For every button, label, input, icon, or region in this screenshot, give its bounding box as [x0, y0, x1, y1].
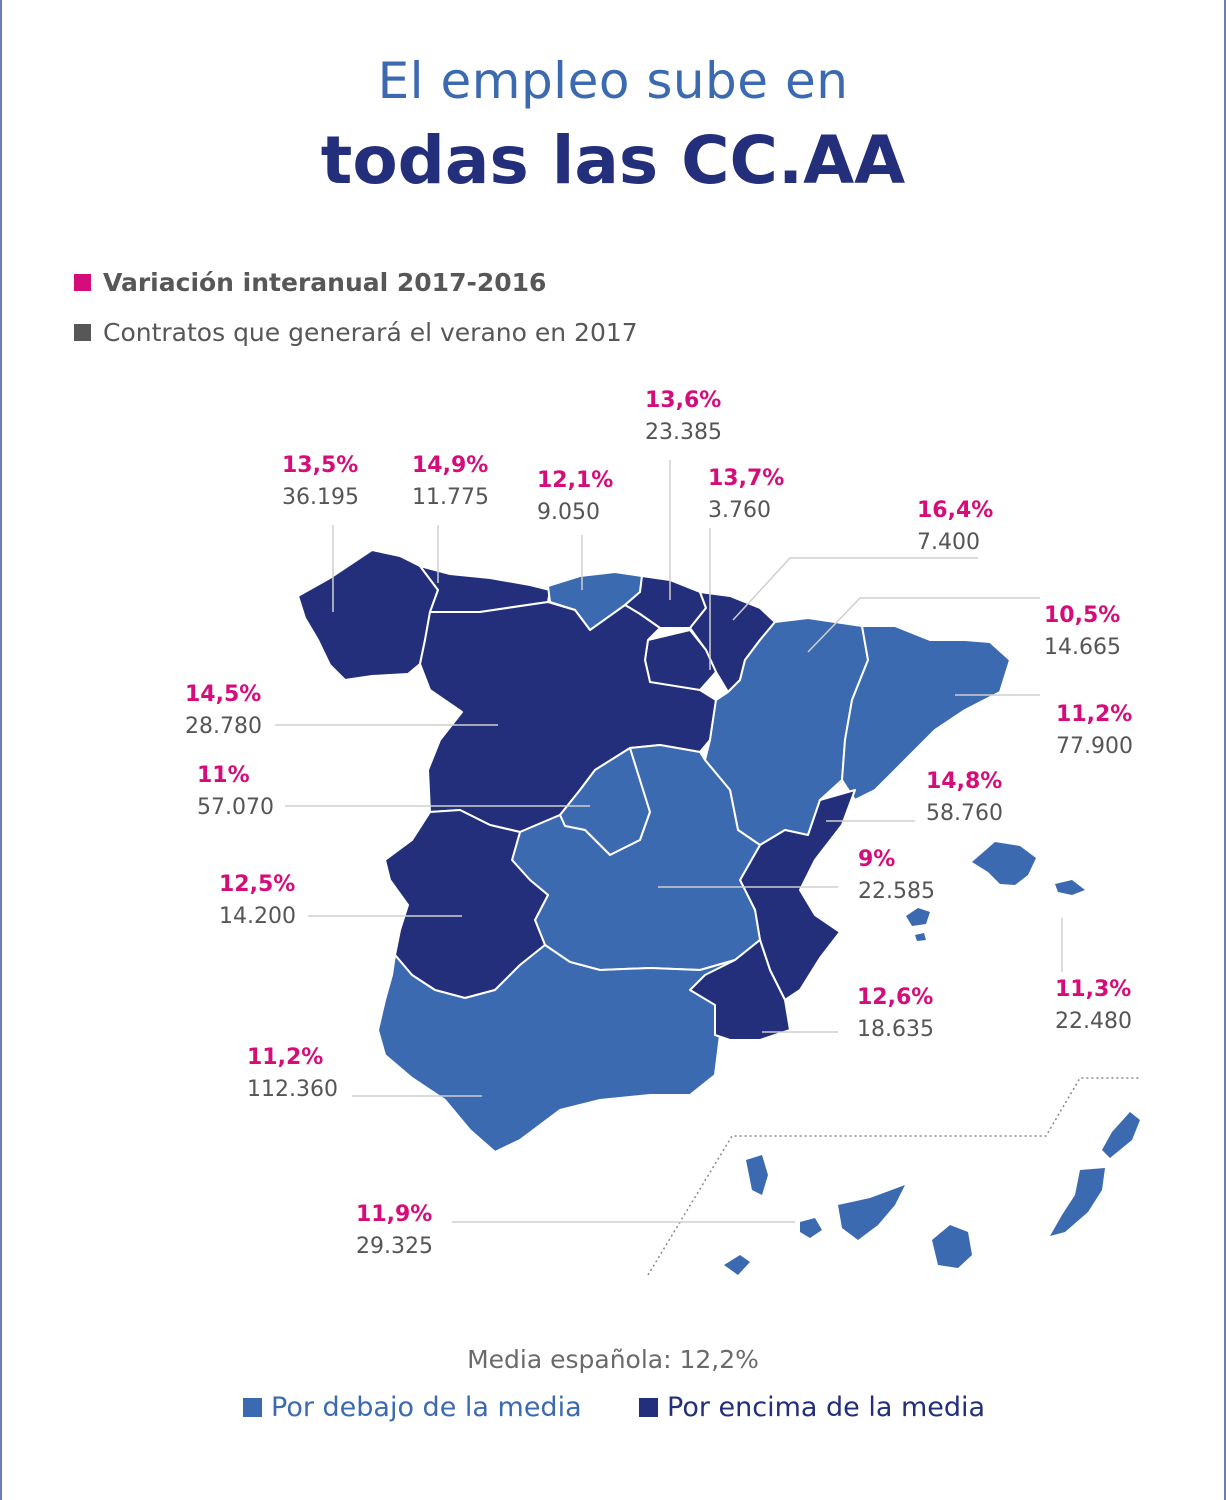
label-cantabria: 12,1% 9.050 [537, 470, 613, 524]
murcia-contracts: 18.635 [857, 1017, 934, 1042]
baleares-pct: 11,3% [1055, 977, 1132, 1002]
label-canarias: 11,9% 29.325 [356, 1204, 433, 1258]
cantabria-contracts: 9.050 [537, 500, 600, 525]
island-menorca[interactable] [1055, 880, 1085, 895]
label-asturias: 14,9% 11.775 [412, 455, 489, 509]
label-castilla-la-mancha: 9% 22.585 [858, 849, 935, 903]
region-cataluna[interactable] [841, 625, 1011, 801]
key-below-media: Por debajo de la media [243, 1392, 582, 1423]
navarra-contracts: 7.400 [917, 530, 980, 555]
label-extremadura: 12,5% 14.200 [219, 874, 296, 928]
asturias-pct: 14,9% [412, 453, 489, 478]
island-mallorca[interactable] [972, 842, 1036, 885]
island-ibiza[interactable] [906, 908, 930, 926]
andalucia-pct: 11,2% [247, 1045, 324, 1070]
leader-navarra [732, 557, 978, 621]
label-pais-vasco: 13,6% 23.385 [645, 390, 722, 444]
pais-vasco-pct: 13,6% [645, 388, 722, 413]
andalucia-contracts: 112.360 [247, 1077, 338, 1102]
variation-swatch [74, 274, 91, 291]
key-above-label: Por encima de la media [667, 1392, 986, 1423]
island-la-gomera[interactable] [800, 1218, 822, 1238]
comunidad-valenciana-contracts: 58.760 [926, 801, 1003, 826]
label-aragon: 10,5% 14.665 [1044, 605, 1121, 659]
contracts-swatch [74, 324, 91, 341]
castilla-la-mancha-contracts: 22.585 [858, 879, 935, 904]
aragon-contracts: 14.665 [1044, 635, 1121, 660]
label-baleares: 11,3% 22.480 [1055, 979, 1132, 1033]
pais-vasco-contracts: 23.385 [645, 420, 722, 445]
island-fuerteventura[interactable] [1050, 1168, 1105, 1236]
castilla-y-leon-contracts: 28.780 [185, 714, 262, 739]
murcia-pct: 12,6% [857, 985, 934, 1010]
madrid-pct: 11% [197, 763, 250, 788]
aragon-pct: 10,5% [1044, 603, 1121, 628]
label-galicia: 13,5% 36.195 [282, 455, 359, 509]
title-line-1: El empleo sube en [377, 52, 849, 110]
island-lanzarote[interactable] [1102, 1112, 1140, 1158]
region-murcia[interactable] [689, 939, 791, 1041]
frame-left-border [0, 0, 2, 1500]
region-pais-vasco[interactable] [624, 575, 707, 629]
label-comunidad-valenciana: 14,8% 58.760 [926, 771, 1003, 825]
key-above-media: Por encima de la media [639, 1392, 985, 1423]
region-comunidad-valenciana[interactable] [739, 789, 856, 1001]
label-andalucia: 11,2% 112.360 [247, 1047, 338, 1101]
navarra-pct: 16,4% [917, 498, 994, 523]
label-madrid: 11% 57.070 [197, 765, 274, 819]
media-espanola: Media española: 12,2% [467, 1345, 759, 1374]
comunidad-valenciana-pct: 14,8% [926, 769, 1003, 794]
island-gran-canaria[interactable] [932, 1225, 972, 1268]
island-tenerife[interactable] [838, 1185, 905, 1240]
label-murcia: 12,6% 18.635 [857, 987, 934, 1041]
cataluna-pct: 11,2% [1056, 702, 1133, 727]
below-swatch [243, 1398, 262, 1417]
leader-lines [275, 460, 1063, 1223]
la-rioja-pct: 13,7% [708, 466, 785, 491]
galicia-contracts: 36.195 [282, 485, 359, 510]
frame-right-border [1224, 0, 1226, 1500]
title-line-2: todas las CC.AA [320, 122, 906, 199]
above-swatch [639, 1398, 658, 1417]
label-cataluna: 11,2% 77.900 [1056, 704, 1133, 758]
island-formentera[interactable] [915, 933, 926, 941]
label-navarra: 16,4% 7.400 [917, 500, 993, 554]
canarias-frame-line [647, 1077, 1140, 1276]
extremadura-pct: 12,5% [219, 872, 296, 897]
asturias-contracts: 11.775 [412, 485, 489, 510]
island-la-palma[interactable] [746, 1155, 768, 1195]
cantabria-pct: 12,1% [537, 468, 614, 493]
galicia-pct: 13,5% [282, 453, 359, 478]
label-castilla-y-leon: 14,5% 28.780 [185, 684, 262, 738]
madrid-contracts: 57.070 [197, 795, 274, 820]
key-below-label: Por debajo de la media [271, 1392, 582, 1423]
canarias-pct: 11,9% [356, 1202, 433, 1227]
canarias-contracts: 29.325 [356, 1234, 433, 1259]
leader-aragon [807, 597, 1040, 653]
region-galicia[interactable] [297, 549, 439, 681]
legend-variation: Variación interanual 2017-2016 [74, 268, 546, 297]
legend-contracts: Contratos que generará el verano en 2017 [74, 318, 638, 347]
castilla-y-leon-pct: 14,5% [185, 682, 262, 707]
cataluna-contracts: 77.900 [1056, 734, 1133, 759]
legend-variation-label: Variación interanual 2017-2016 [103, 268, 547, 297]
island-el-hierro[interactable] [724, 1255, 750, 1275]
extremadura-contracts: 14.200 [219, 904, 296, 929]
baleares-contracts: 22.480 [1055, 1009, 1132, 1034]
la-rioja-contracts: 3.760 [708, 498, 771, 523]
legend-contracts-label: Contratos que generará el verano en 2017 [103, 318, 638, 347]
castilla-la-mancha-pct: 9% [858, 847, 896, 872]
label-la-rioja: 13,7% 3.760 [708, 468, 784, 522]
